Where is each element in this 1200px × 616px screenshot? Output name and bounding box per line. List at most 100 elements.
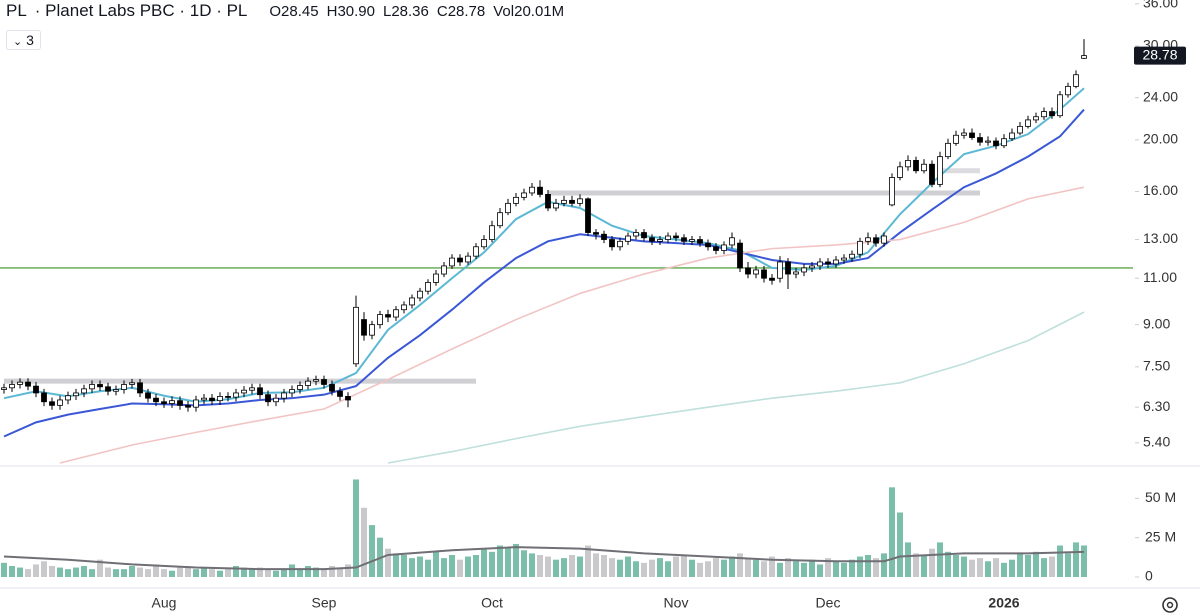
candle-body [1057,94,1063,117]
candle-body [1081,55,1087,59]
volume-bar [129,565,135,577]
volume-bar [257,567,263,577]
candle-body [681,237,687,242]
volume-bar [169,570,175,577]
candle-body [105,386,111,392]
candle-body [905,160,911,168]
candle-body [609,239,615,248]
moving-average [3,87,1085,403]
candle-body [697,239,703,244]
candle-body [313,379,319,382]
candle-body [217,396,223,402]
candle-body [817,261,823,267]
ohlcv: Vol20.01M [493,3,565,20]
candle-body [409,297,415,306]
volume-bar [689,559,695,577]
volume-bar [17,567,23,577]
volume-bar [481,548,487,577]
volume-bar [553,559,559,577]
volume-bar [417,556,423,577]
volume-bar [73,567,79,577]
volume-bar [297,569,303,577]
volume-bar [945,551,951,577]
candle-body [249,387,255,391]
candle-body [985,140,991,143]
candle-body [753,269,759,275]
volume-bar [825,558,831,577]
candle-body [993,140,999,147]
volume-bar [585,545,591,577]
volume-bar [25,569,31,577]
volume-bar [1009,559,1015,577]
volume-bar [385,548,391,577]
volume-bar [961,556,967,577]
volume-bar [57,567,63,577]
candle-body [945,142,951,158]
candle-body [337,390,343,397]
candle-body [201,397,207,401]
volume-bar [449,554,455,577]
candle-body [425,282,431,292]
volume-bar [249,569,255,577]
volume-bar [457,559,463,577]
candle-body [1041,111,1047,118]
candle-body [265,394,271,403]
candle-body [1,387,7,390]
x-tick-label: 2026 [988,595,1019,611]
candle-body [361,319,367,336]
volume-bar [665,561,671,577]
settings-icon[interactable] [1162,597,1178,613]
volume-bar [769,556,775,577]
volume-bar [1017,553,1023,577]
ohlcv: H30.90 [326,3,375,20]
candle-body [193,399,199,408]
volume-bar [233,565,239,577]
ohlcv: C28.78 [436,3,486,20]
volume-bar [361,507,367,577]
volume-bar [321,569,327,577]
candle-body [113,389,119,392]
candle-body [857,240,863,255]
volume-bar [561,558,567,577]
moving-average [59,186,1085,464]
volume-bar [681,554,687,577]
candle-body [889,177,895,206]
candle-body [801,267,807,273]
volume-bar [897,512,903,577]
y-tick-label: 11.00 [1143,269,1177,285]
candle-body [713,246,719,251]
candle-body [17,381,23,385]
volume-bar [809,559,815,577]
volume-bar [841,562,847,577]
candle-body [961,132,967,136]
candle-body [705,242,711,248]
volume-bar [601,554,607,577]
volume-bar [705,561,711,577]
candle-body [1001,138,1007,147]
volume-bar [921,554,927,577]
candle-body [457,257,463,263]
candle-body [641,232,647,239]
candle-body [537,186,543,195]
candle-body [25,381,31,387]
volume-bar [625,556,631,577]
y-tick-label: 16.00 [1143,182,1178,198]
candle-body [881,235,887,244]
x-tick-label: Aug [152,595,177,611]
y-tick-label: 50 M [1145,489,1176,505]
indicators-toggle[interactable]: ⌄ 3 [6,30,41,50]
candle-body [561,199,567,204]
candle-body [289,389,295,394]
candle-body [377,314,383,326]
candle-body [353,306,359,365]
volume-bar [281,569,287,577]
volume-bar [313,567,319,577]
candle-body [737,242,743,269]
candle-body [345,396,351,401]
y-tick-label: 25 M [1145,528,1176,544]
candle-body [913,160,919,172]
volume-bar [337,567,343,577]
volume-bar [9,565,15,577]
volume-bar [593,553,599,577]
volume-bar [865,554,871,577]
